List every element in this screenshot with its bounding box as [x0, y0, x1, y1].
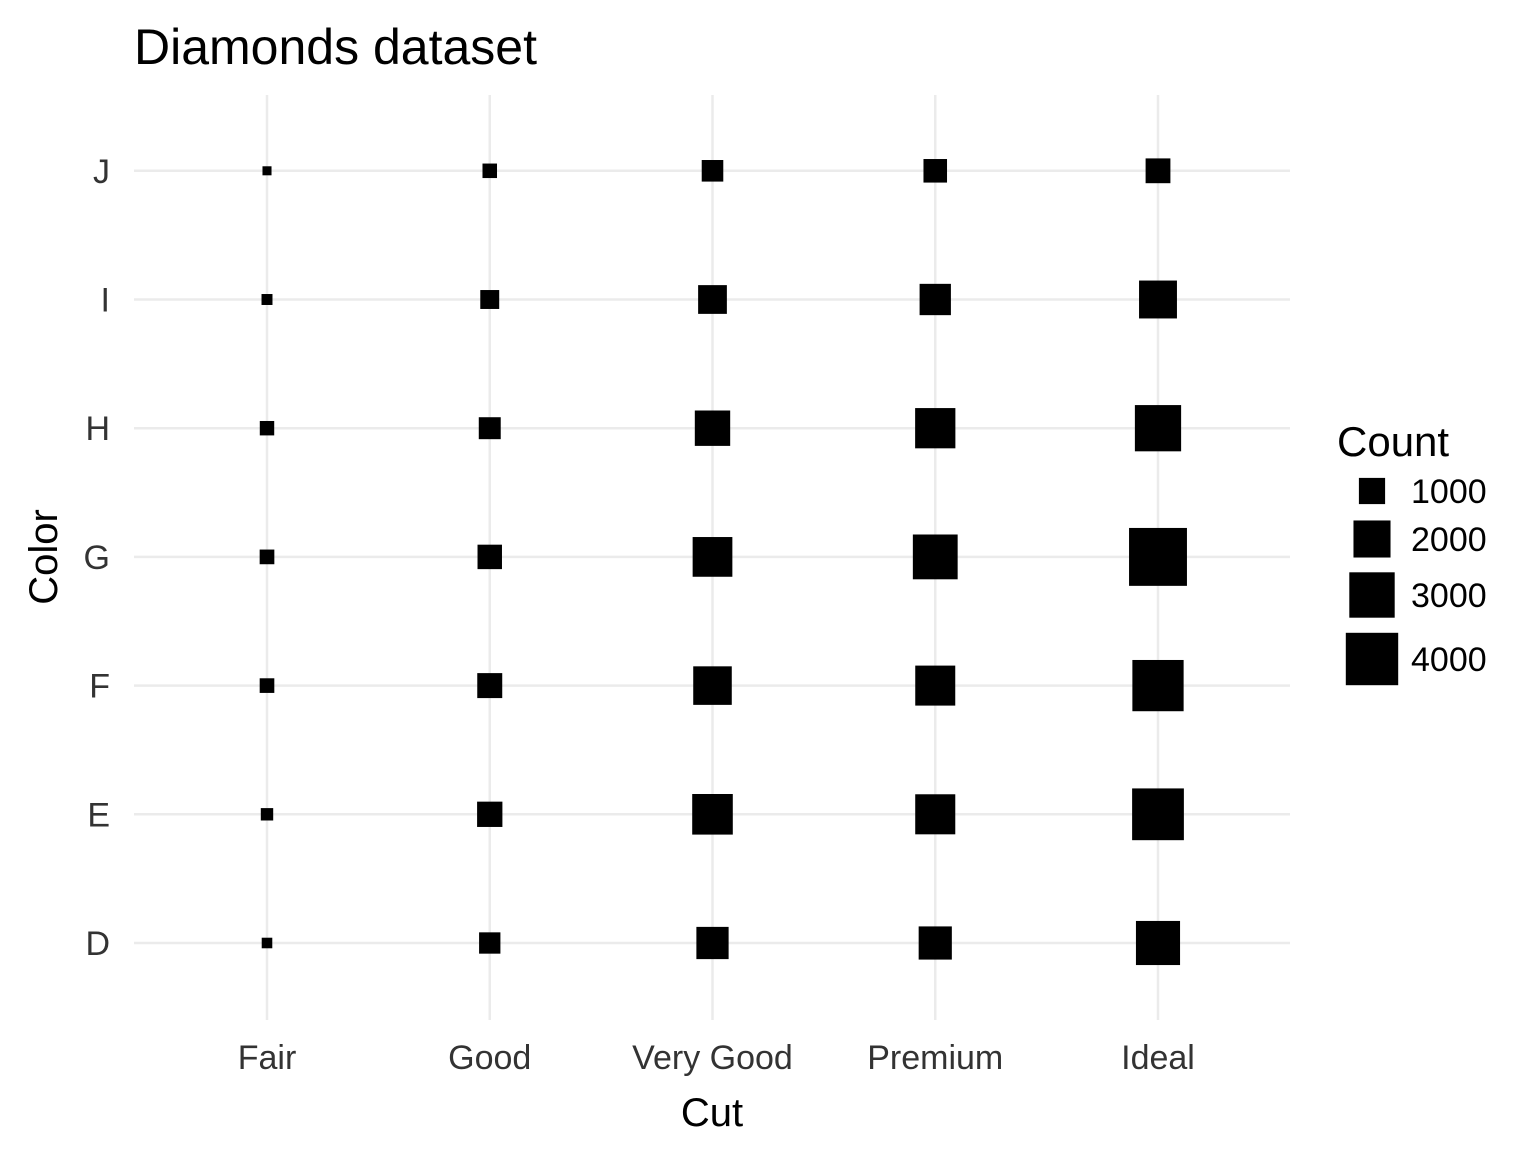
y-tick-label-d: D	[85, 925, 110, 963]
point-fair-i	[261, 294, 273, 305]
point-very-good-f	[693, 666, 732, 705]
point-very-good-d	[696, 926, 729, 960]
data-points	[259, 158, 1187, 966]
point-good-g	[477, 544, 502, 570]
x-axis-ticks: Fair Good Very Good Premium Ideal	[238, 1039, 1195, 1077]
point-very-good-j	[701, 160, 724, 182]
y-tick-label-j: J	[93, 153, 110, 191]
legend-key-1000	[1358, 477, 1386, 505]
legend-key-4000	[1345, 632, 1399, 686]
point-good-h	[478, 417, 501, 440]
legend-label-3000: 3000	[1411, 577, 1487, 615]
chart-title: Diamonds dataset	[134, 19, 537, 75]
point-fair-j	[262, 166, 272, 176]
point-ideal-e	[1132, 788, 1184, 841]
point-fair-d	[261, 937, 273, 949]
point-ideal-f	[1132, 659, 1184, 712]
point-fair-h	[259, 420, 275, 436]
x-tick-label-premium: Premium	[867, 1039, 1003, 1077]
legend: Count 1000 2000 3000 4000	[1337, 418, 1487, 686]
point-premium-j	[923, 159, 948, 183]
x-tick-label-very-good: Very Good	[632, 1039, 793, 1077]
x-tick-label-good: Good	[448, 1039, 531, 1077]
point-very-good-e	[692, 794, 733, 835]
point-fair-g	[259, 549, 275, 565]
x-tick-label-ideal: Ideal	[1121, 1039, 1195, 1077]
legend-entries: 1000 2000 3000 4000	[1345, 473, 1487, 686]
point-good-e	[477, 801, 503, 827]
point-ideal-h	[1134, 405, 1182, 452]
y-tick-label-f: F	[89, 668, 110, 706]
point-premium-i	[919, 283, 951, 316]
y-axis-ticks: D E F G H I J	[84, 153, 110, 963]
point-fair-f	[259, 678, 275, 693]
x-axis-title: Cut	[681, 1091, 743, 1135]
point-ideal-j	[1145, 158, 1171, 184]
point-premium-f	[915, 665, 956, 706]
legend-key-3000	[1349, 572, 1395, 618]
point-ideal-i	[1139, 280, 1177, 319]
y-tick-label-e: E	[87, 796, 110, 834]
x-tick-label-fair: Fair	[238, 1039, 297, 1077]
point-ideal-g	[1129, 527, 1187, 586]
point-very-good-h	[694, 410, 731, 446]
point-good-f	[477, 673, 503, 699]
point-very-good-i	[698, 285, 727, 314]
legend-label-4000: 4000	[1411, 641, 1487, 679]
y-tick-label-h: H	[85, 410, 110, 448]
legend-title: Count	[1337, 418, 1449, 465]
point-fair-e	[260, 808, 274, 821]
point-good-j	[482, 163, 498, 179]
legend-label-1000: 1000	[1411, 473, 1487, 511]
point-good-d	[479, 932, 501, 954]
legend-key-2000	[1353, 520, 1391, 558]
y-tick-label-g: G	[84, 539, 110, 577]
point-premium-d	[918, 926, 952, 960]
point-premium-g	[912, 534, 958, 580]
point-very-good-g	[692, 537, 733, 577]
y-tick-label-i: I	[101, 282, 110, 320]
point-premium-e	[915, 794, 956, 835]
point-ideal-d	[1135, 920, 1181, 966]
point-premium-h	[915, 408, 956, 449]
legend-label-2000: 2000	[1411, 521, 1487, 559]
point-good-i	[480, 290, 500, 309]
y-axis-title: Color	[22, 509, 66, 605]
